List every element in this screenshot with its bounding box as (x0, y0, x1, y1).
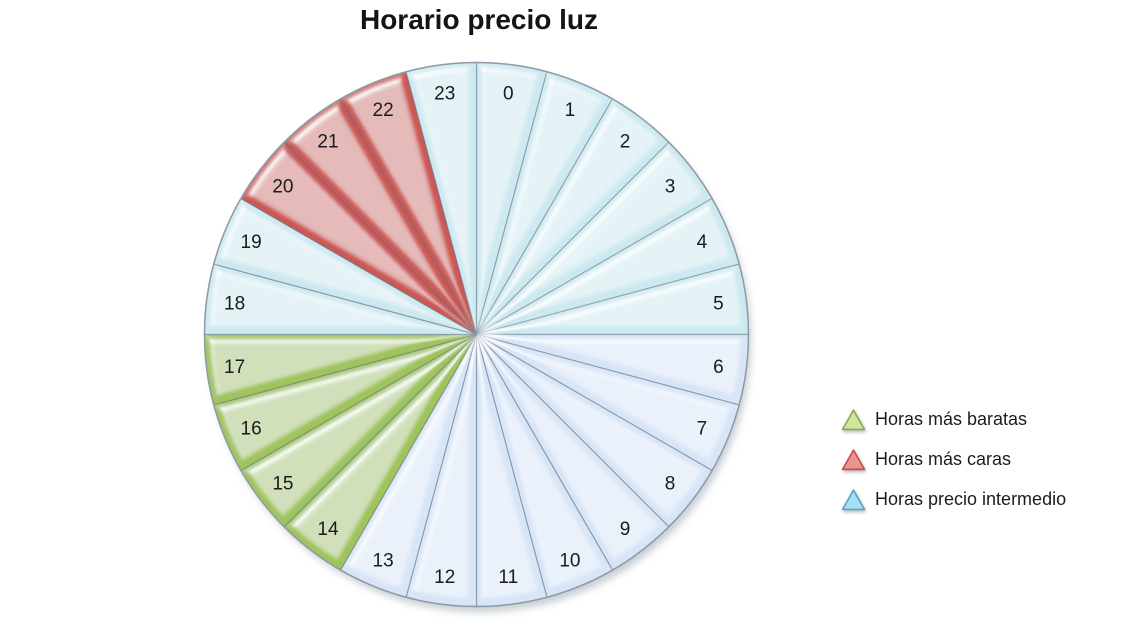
slice-label-12: 12 (434, 567, 455, 588)
slice-label-3: 3 (665, 177, 676, 198)
chart-legend: Horas más baratas Horas más caras Horas … (841, 406, 1066, 512)
triangle-marker-green (841, 408, 866, 430)
chart-title: Horario precio luz (359, 4, 599, 35)
slice-label-11: 11 (498, 567, 518, 588)
slice-label-22: 22 (373, 100, 394, 121)
slice-label-10: 10 (559, 551, 580, 572)
triangle-icon (841, 448, 866, 470)
slice-label-19: 19 (241, 232, 262, 253)
legend-item-horas-mas-baratas[interactable]: Horas más baratas (841, 406, 1066, 432)
slice-label-7: 7 (697, 419, 708, 440)
slice-label-5: 5 (713, 293, 724, 314)
triangle-marker-blue (841, 488, 866, 510)
legend-label: Horas precio intermedio (875, 488, 1067, 509)
legend-label: Horas más baratas (875, 408, 1028, 429)
legend-item-horas-precio-intermedio[interactable]: Horas precio intermedio (841, 486, 1066, 512)
slice-label-2: 2 (620, 132, 631, 153)
legend-item-horas-mas-caras[interactable]: Horas más caras (841, 446, 1066, 472)
slice-label-20: 20 (272, 177, 293, 198)
triangle-icon (841, 488, 866, 510)
triangle-icon (841, 408, 866, 430)
slice-label-6: 6 (713, 357, 724, 378)
slice-label-13: 13 (373, 551, 394, 572)
legend-label: Horas más caras (875, 448, 1012, 469)
slice-label-18: 18 (224, 293, 245, 314)
slice-label-14: 14 (317, 519, 339, 540)
pie-slices-group (203, 61, 750, 608)
slice-label-15: 15 (272, 474, 293, 495)
slice-label-23: 23 (434, 83, 455, 104)
triangle-marker-red (841, 448, 866, 470)
slice-label-17: 17 (224, 357, 245, 378)
slice-label-4: 4 (697, 232, 708, 253)
slice-label-8: 8 (665, 474, 676, 495)
pie-rim (203, 61, 750, 608)
slice-label-9: 9 (620, 519, 631, 540)
slice-label-1: 1 (565, 100, 576, 121)
slice-label-0: 0 (503, 83, 514, 104)
slice-label-16: 16 (241, 419, 262, 440)
slice-label-21: 21 (317, 132, 338, 153)
